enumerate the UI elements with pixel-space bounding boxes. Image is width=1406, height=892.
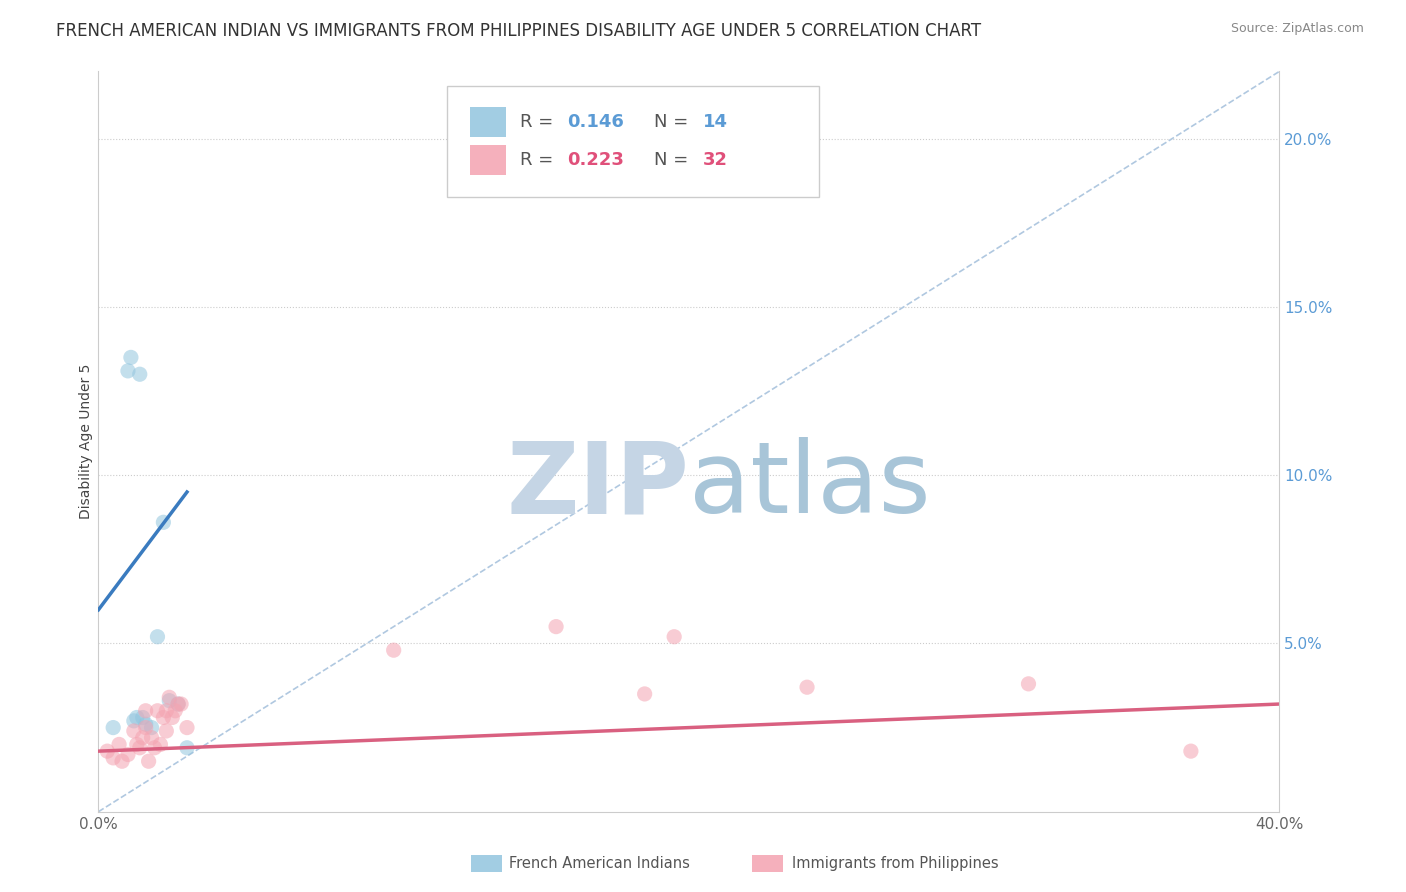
Point: [122, 714, 145, 728]
Point: [141, 721, 163, 735]
Point: [155, 704, 177, 718]
Text: ZIP: ZIP: [506, 437, 689, 534]
Point: [132, 710, 155, 724]
Point: [157, 694, 180, 708]
Point: [143, 740, 166, 755]
Point: [165, 704, 187, 718]
Point: [1018, 677, 1040, 691]
Point: [103, 721, 125, 735]
Point: [132, 731, 155, 745]
Point: [135, 721, 157, 735]
Point: [162, 710, 183, 724]
Point: [146, 630, 169, 644]
Point: [128, 368, 150, 382]
Point: [149, 738, 172, 752]
Text: Source: ZipAtlas.com: Source: ZipAtlas.com: [1230, 22, 1364, 36]
Text: FRENCH AMERICAN INDIAN VS IMMIGRANTS FROM PHILIPPINES DISABILITY AGE UNDER 5 COR: FRENCH AMERICAN INDIAN VS IMMIGRANTS FRO…: [56, 22, 981, 40]
Point: [167, 697, 190, 711]
Point: [125, 710, 148, 724]
Point: [176, 740, 198, 755]
Text: 0.223: 0.223: [567, 152, 624, 169]
Text: 14: 14: [703, 112, 728, 131]
Point: [796, 680, 818, 694]
Point: [128, 740, 150, 755]
Point: [135, 717, 157, 731]
FancyBboxPatch shape: [471, 145, 506, 175]
Point: [170, 697, 193, 711]
Point: [167, 697, 190, 711]
Point: [122, 723, 145, 738]
Point: [155, 723, 177, 738]
FancyBboxPatch shape: [447, 87, 818, 197]
Point: [135, 704, 157, 718]
Y-axis label: Disability Age Under 5: Disability Age Under 5: [79, 364, 93, 519]
Text: Immigrants from Philippines: Immigrants from Philippines: [792, 856, 998, 871]
Text: R =: R =: [520, 112, 560, 131]
Text: N =: N =: [654, 112, 693, 131]
Text: 0.146: 0.146: [567, 112, 624, 131]
Point: [108, 738, 131, 752]
Point: [634, 687, 657, 701]
Point: [96, 744, 118, 758]
Text: French American Indians: French American Indians: [509, 856, 690, 871]
Point: [138, 754, 160, 768]
Point: [117, 747, 139, 762]
Point: [103, 751, 125, 765]
Point: [146, 704, 169, 718]
Point: [157, 690, 180, 705]
Text: atlas: atlas: [689, 437, 931, 534]
Point: [120, 351, 142, 365]
Text: R =: R =: [520, 152, 560, 169]
Point: [125, 738, 148, 752]
Point: [546, 619, 568, 633]
Point: [382, 643, 405, 657]
Point: [152, 710, 174, 724]
Text: N =: N =: [654, 152, 693, 169]
Text: 32: 32: [703, 152, 728, 169]
Point: [1180, 744, 1202, 758]
Point: [664, 630, 686, 644]
FancyBboxPatch shape: [471, 107, 506, 136]
Point: [117, 364, 139, 378]
Point: [141, 731, 163, 745]
Point: [111, 754, 134, 768]
Point: [176, 721, 198, 735]
Point: [152, 516, 174, 530]
